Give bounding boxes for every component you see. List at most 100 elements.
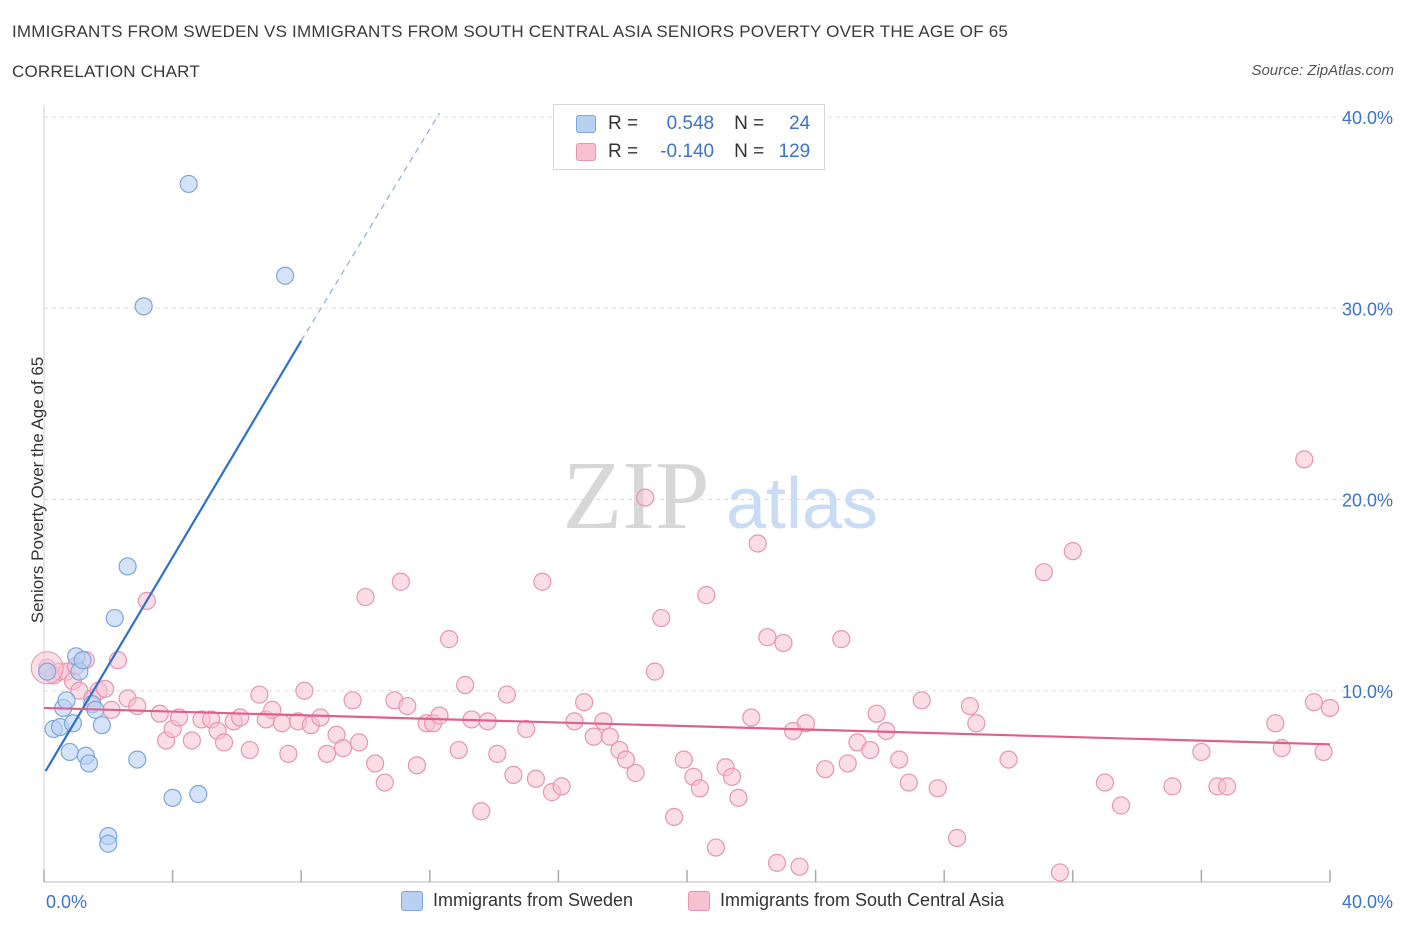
data-point-south-central-asia [1266,714,1285,733]
data-point-south-central-asia [1050,863,1070,882]
data-point-south-central-asia [182,731,201,750]
data-point-sweden [105,608,124,628]
data-point-south-central-asia [674,750,693,769]
legend-r-value: 0.548 [666,113,715,134]
data-point-south-central-asia [706,838,726,857]
x-tick-label: 0.0% [46,892,87,912]
data-point-south-central-asia [767,853,787,872]
data-point-sweden [276,266,295,285]
data-point-south-central-asia [366,754,385,773]
legend-row-south-central-asia: R = -0.140 N = 129 [576,139,810,165]
tick-labels: 10.0% 20.0% 30.0% 40.0% 0.0% 40.0% [46,108,1393,912]
data-point-south-central-asia [748,534,767,553]
data-point-south-central-asia [356,587,375,607]
data-point-sweden [38,662,57,681]
data-point-south-central-asia [584,727,603,746]
watermark: ZIP atlas [563,442,879,550]
legend-row-sweden: R = 0.548 N = 24 [576,111,810,137]
data-point-south-central-asia [867,704,886,723]
data-point-south-central-asia [575,693,594,712]
data-point-south-central-asia [398,696,417,716]
source-credit: Source: ZipAtlas.com [1251,62,1394,79]
data-point-south-central-asia [240,740,259,760]
data-point-south-central-asia [1295,450,1314,469]
data-point-south-central-asia [317,744,337,763]
data-point-south-central-asia [796,714,816,733]
legend-n-value: 24 [789,113,811,134]
data-point-south-central-asia [960,696,980,716]
data-point-south-central-asia [790,857,809,876]
data-point-south-central-asia [1192,742,1211,762]
legend-n-value: 129 [778,141,811,162]
correlation-legend: R = 0.548 N = 24 R = -0.140 N = 129 [553,104,825,170]
data-point-south-central-asia [214,733,234,752]
data-point-south-central-asia [899,773,918,792]
y-tick-label: 40.0% [1342,108,1393,128]
data-point-south-central-asia [1320,698,1340,718]
watermark-zip: ZIP [563,442,710,550]
data-point-south-central-asia [272,714,292,733]
data-point-sweden [118,557,137,576]
data-point-south-central-asia [565,712,584,731]
data-point-south-central-asia [594,712,613,731]
data-point-south-central-asia [690,779,709,798]
data-point-sweden [134,297,153,316]
bottom-legend-swatch-south-central-asia [688,890,710,911]
y-tick-label: 30.0% [1342,299,1393,319]
data-point-south-central-asia [1218,777,1237,796]
chart-title: IMMIGRANTS FROM SWEDEN VS IMMIGRANTS FRO… [12,22,1009,41]
watermark-atlas: atlas [726,464,878,544]
bottom-legend-label-sweden: Immigrants from Sweden [433,890,634,910]
data-point-south-central-asia [652,608,671,628]
data-point-south-central-asia [430,706,449,725]
data-point-south-central-asia [947,828,967,848]
data-point-south-central-asia [250,685,269,704]
data-point-south-central-asia [1095,773,1115,792]
bottom-legend-south-central-asia: Immigrants from South Central Asia [688,890,1004,911]
trendline-south-central-asia [43,706,1331,746]
data-point-south-central-asia [774,633,793,653]
data-point-south-central-asia [1063,542,1082,561]
data-point-south-central-asia [722,767,742,786]
data-point-south-central-asia [407,756,427,775]
data-point-south-central-asia [912,691,931,710]
data-point-sweden [189,784,208,804]
data-point-south-central-asia [1314,742,1333,762]
data-point-south-central-asia [626,763,645,783]
data-point-south-central-asia [150,704,169,723]
data-point-south-central-asia [439,630,459,649]
data-point-south-central-asia [890,750,909,769]
data-point-south-central-asia [552,777,571,796]
y-tick-label: 10.0% [1342,682,1393,702]
legend-n-label: N = [734,141,765,162]
x-tick-label: 40.0% [1342,892,1393,912]
data-point-sweden [128,750,147,769]
y-tick-label: 20.0% [1342,491,1393,511]
data-point-south-central-asia [665,807,684,827]
data-point-south-central-asia [600,727,619,746]
data-point-south-central-asia [526,769,545,788]
legend-r-label: R = [608,113,639,134]
data-point-south-central-asia [456,675,475,695]
data-point-south-central-asia [1304,693,1324,712]
chart-subtitle: CORRELATION CHART [12,62,200,81]
data-point-sweden [92,716,111,735]
y-axis-label: Seniors Poverty Over the Age of 65 [28,356,47,624]
data-point-south-central-asia [729,788,748,807]
data-point-sweden [73,651,92,670]
trend-lines [43,112,1331,772]
data-point-sweden [99,834,118,853]
data-point-sweden [60,742,79,762]
data-point-south-central-asia [533,572,552,591]
data-point-south-central-asia [1163,777,1182,796]
data-point-south-central-asia [231,708,250,727]
data-point-south-central-asia [999,750,1018,769]
data-point-south-central-asia [333,739,353,758]
data-point-sweden [179,174,198,194]
data-point-sweden [79,754,99,773]
data-point-south-central-asia [497,685,517,704]
trendline-sweden-extension [300,112,441,342]
data-point-south-central-asia [128,696,147,716]
legend-r-label: R = [608,141,639,162]
